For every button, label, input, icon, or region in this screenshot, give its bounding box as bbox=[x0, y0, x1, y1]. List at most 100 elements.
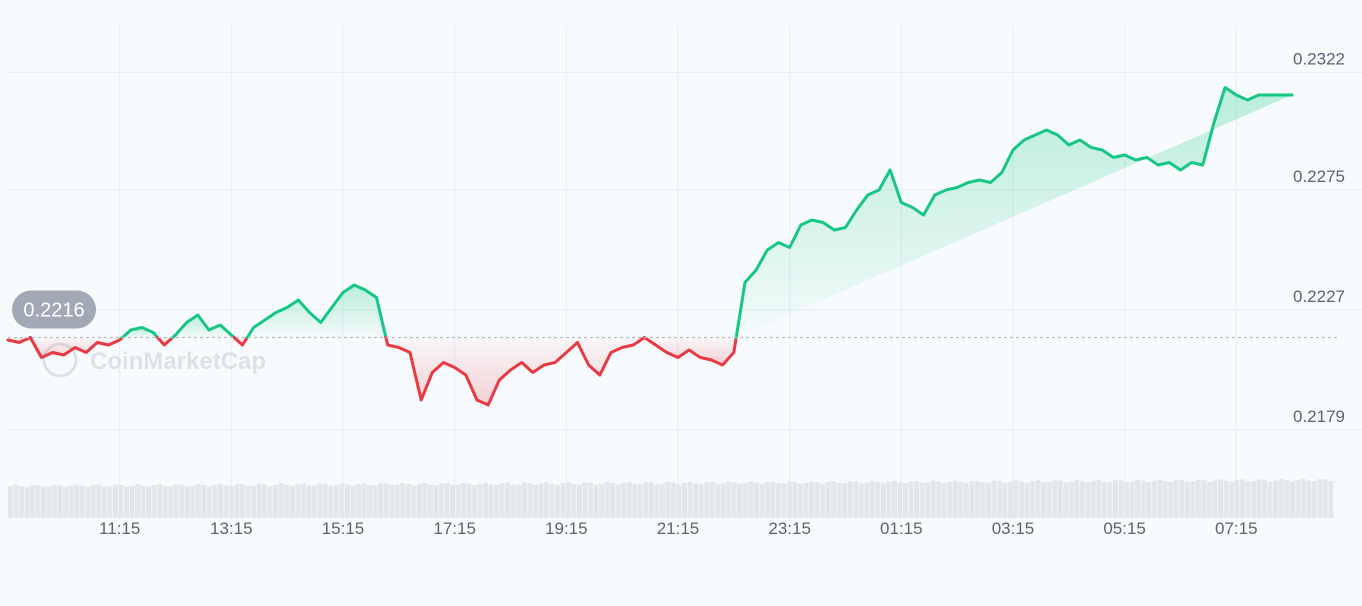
volume-bar bbox=[588, 482, 594, 518]
volume-bar bbox=[433, 485, 439, 518]
volume-bar bbox=[168, 486, 174, 518]
volume-bar bbox=[135, 484, 140, 518]
volume-bar bbox=[63, 486, 69, 518]
volume-bar bbox=[273, 484, 279, 518]
volume-bar bbox=[1096, 479, 1102, 518]
volume-bar bbox=[372, 485, 378, 518]
volume-bar bbox=[90, 485, 96, 518]
price-line-down bbox=[384, 336, 646, 407]
volume-bar bbox=[1162, 481, 1168, 518]
volume-bar bbox=[720, 483, 726, 518]
volume-bar bbox=[693, 483, 699, 518]
volume-bar bbox=[1267, 481, 1273, 518]
volume-bar bbox=[1256, 479, 1262, 518]
volume-bar bbox=[1063, 482, 1069, 518]
area-fill-down bbox=[644, 337, 737, 365]
volume-bar bbox=[1306, 480, 1312, 518]
volume-bar bbox=[798, 483, 803, 518]
volume-bar bbox=[809, 481, 815, 518]
price-line bbox=[8, 88, 1294, 407]
volume-bar bbox=[676, 484, 682, 518]
volume-bar bbox=[24, 487, 30, 518]
volume-bar bbox=[919, 482, 925, 518]
volume-bar bbox=[781, 483, 787, 518]
volume-bar bbox=[251, 485, 257, 518]
volume-bar bbox=[1206, 481, 1212, 518]
volume-bar bbox=[908, 481, 914, 518]
volume-bar bbox=[947, 481, 953, 518]
volume-bar bbox=[996, 481, 1002, 518]
volume-bar bbox=[1151, 480, 1157, 518]
volume-bar bbox=[704, 482, 710, 518]
area-fill-up bbox=[247, 285, 386, 338]
volume-bar bbox=[952, 480, 958, 518]
volume-bar bbox=[499, 483, 505, 518]
volume-bar bbox=[1251, 481, 1257, 518]
volume-bar bbox=[1212, 480, 1218, 518]
y-tick-label: 0.2227 bbox=[1293, 287, 1345, 306]
volume-bar bbox=[1168, 481, 1174, 518]
volume-bar bbox=[367, 484, 373, 518]
watermark-text: CoinMarketCap bbox=[90, 348, 266, 375]
volume-bar bbox=[836, 482, 842, 518]
volume-bar bbox=[234, 484, 240, 518]
volume-bar bbox=[969, 481, 975, 518]
volume-bar bbox=[278, 483, 284, 518]
volume-bar bbox=[405, 484, 411, 518]
volume-bar bbox=[621, 482, 627, 518]
volume-bar bbox=[383, 483, 389, 518]
volume-bar bbox=[345, 484, 350, 518]
volume-bar bbox=[311, 485, 317, 518]
volume-bar bbox=[1129, 481, 1135, 518]
volume-bar bbox=[643, 482, 649, 518]
volume-bar bbox=[825, 481, 831, 518]
volume-bar bbox=[1101, 481, 1107, 518]
volume-bar bbox=[1068, 481, 1074, 518]
volume-bar bbox=[1113, 480, 1118, 518]
volume-bar bbox=[195, 484, 201, 518]
volume-bar bbox=[1201, 480, 1207, 518]
volume-bar bbox=[709, 481, 715, 518]
x-tick-label: 15:15 bbox=[322, 519, 365, 538]
volume-bar bbox=[820, 483, 826, 518]
volume-bar bbox=[1195, 479, 1201, 518]
volume-bar bbox=[687, 481, 693, 518]
volume-bar bbox=[30, 485, 36, 518]
volume-bar bbox=[936, 481, 942, 518]
price-line-up bbox=[171, 313, 236, 339]
volume-bar bbox=[864, 482, 870, 518]
x-tick-label: 23:15 bbox=[768, 519, 811, 538]
volume-bar bbox=[516, 484, 522, 518]
volume-bar bbox=[715, 483, 721, 518]
volume-bar bbox=[400, 483, 406, 518]
volume-bar bbox=[853, 481, 859, 518]
volume-bar bbox=[378, 483, 384, 518]
volume-bar bbox=[726, 481, 732, 518]
volume-bar bbox=[665, 481, 671, 518]
price-line-up bbox=[121, 326, 160, 339]
x-tick-label: 21:15 bbox=[657, 519, 700, 538]
watermark: CoinMarketCap bbox=[42, 342, 266, 378]
area-fill-down bbox=[385, 337, 645, 405]
volume-bar bbox=[229, 486, 234, 518]
volume-bar bbox=[958, 481, 964, 518]
volume-bar bbox=[510, 484, 516, 518]
volume-bar bbox=[306, 485, 312, 518]
volume-bar bbox=[350, 485, 356, 518]
volume-bar bbox=[521, 482, 527, 518]
volume-bar bbox=[914, 481, 920, 518]
volume-bar bbox=[85, 486, 91, 518]
volume-bar bbox=[554, 484, 560, 518]
volume-bar bbox=[1140, 480, 1146, 518]
volume-bar bbox=[1229, 481, 1234, 518]
volume-bar bbox=[162, 485, 168, 518]
volume-bar bbox=[599, 483, 605, 518]
volume-bar bbox=[1300, 479, 1306, 518]
volume-bar bbox=[488, 484, 494, 518]
volume-bar bbox=[886, 481, 892, 518]
volume-bar bbox=[892, 480, 897, 518]
price-line-down bbox=[156, 336, 175, 347]
volume-bar bbox=[68, 485, 74, 518]
volume-bar bbox=[925, 482, 931, 518]
